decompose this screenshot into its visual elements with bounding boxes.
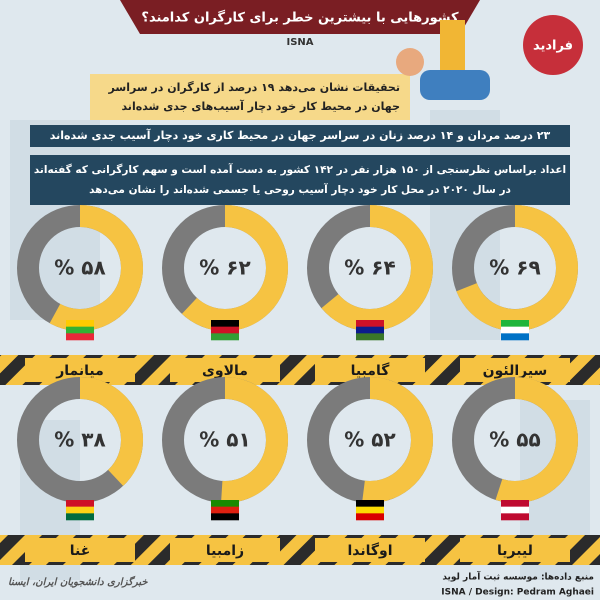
flag [66, 500, 94, 507]
flag [66, 506, 94, 514]
flag [211, 333, 239, 341]
country-box [170, 538, 280, 562]
note: اعداد براساس نظرسنجی از ۱۵۰ هزار نفر در … [34, 163, 566, 176]
donut-arc [181, 205, 288, 331]
flag [211, 513, 239, 521]
country-box [315, 538, 425, 562]
donut-arc [79, 377, 143, 486]
percent-label: % ۳۸ [54, 428, 105, 452]
note: ۲۳ درصد مردان و ۱۴ درصد زنان در سراسر جه… [50, 128, 551, 142]
country-name: سیرالئون [483, 363, 548, 379]
intro-box [90, 74, 410, 120]
title-banner [120, 0, 480, 34]
percent-label: % ۵۵ [489, 428, 540, 452]
flag [501, 500, 529, 507]
worker-illustration [396, 20, 490, 100]
donut-arc [495, 377, 578, 503]
flag [501, 320, 529, 327]
note: در سال ۲۰۲۰ در محل کار خود دچار آسیب روح… [89, 183, 511, 196]
country-name: لیبریا [497, 543, 533, 559]
country-name: غنا [70, 543, 91, 559]
flag [356, 500, 384, 507]
agency: ISNA [286, 37, 313, 48]
donut-arc [221, 377, 288, 503]
country-name: زامبیا [206, 543, 244, 559]
percent-label: % ۵۸ [54, 256, 105, 280]
credit: ISNA / Design: Pedram Aghaei [441, 588, 594, 598]
country-name: میانمار [55, 363, 104, 379]
flag [66, 326, 94, 334]
flag [356, 513, 384, 521]
flag [501, 506, 529, 514]
donut-arc [362, 377, 433, 503]
percent-label: % ۶۲ [199, 256, 250, 280]
flag [211, 320, 239, 327]
flag [66, 513, 94, 521]
flag [356, 326, 384, 334]
donut-arc [49, 205, 143, 331]
title: کشورهایی با بیشترین خطر برای کارگران کدا… [141, 10, 459, 26]
flag [211, 326, 239, 334]
flag [66, 333, 94, 341]
percent-label: % ۵۱ [199, 428, 250, 452]
source: منبع داده‌ها: موسسه ثبت آمار لوید [442, 571, 594, 583]
percent-label: % ۵۲ [344, 428, 395, 452]
logo: فرادید [533, 39, 573, 54]
flag [356, 320, 384, 327]
flag [211, 500, 239, 507]
flag [501, 333, 529, 341]
donut-arc [321, 205, 433, 331]
country-name: مالاوی [202, 363, 248, 379]
watermark: خبرگزاری دانشجویان ایران، ایسنا [8, 575, 148, 588]
note-banner [30, 125, 570, 147]
logo-badge [523, 15, 583, 75]
country-name: گامبیا [351, 362, 391, 379]
note-banner [30, 155, 570, 205]
intro-line: تحقیقات نشان می‌دهد ۱۹ درصد از کارگران د… [108, 81, 400, 94]
flag [501, 513, 529, 521]
flag [501, 326, 529, 334]
percent-label: % ۶۹ [489, 256, 540, 280]
flag [66, 320, 94, 327]
flag [211, 506, 239, 514]
intro-line: جهان در محیط کار خود دچار آسیب‌های جدی ش… [121, 99, 400, 113]
percent-label: % ۶۴ [344, 256, 395, 280]
flag [356, 506, 384, 514]
flag [356, 333, 384, 341]
country-box [460, 538, 570, 562]
country-box [25, 538, 135, 562]
donut-arc [456, 205, 578, 331]
country-name: اوگاندا [347, 542, 392, 559]
